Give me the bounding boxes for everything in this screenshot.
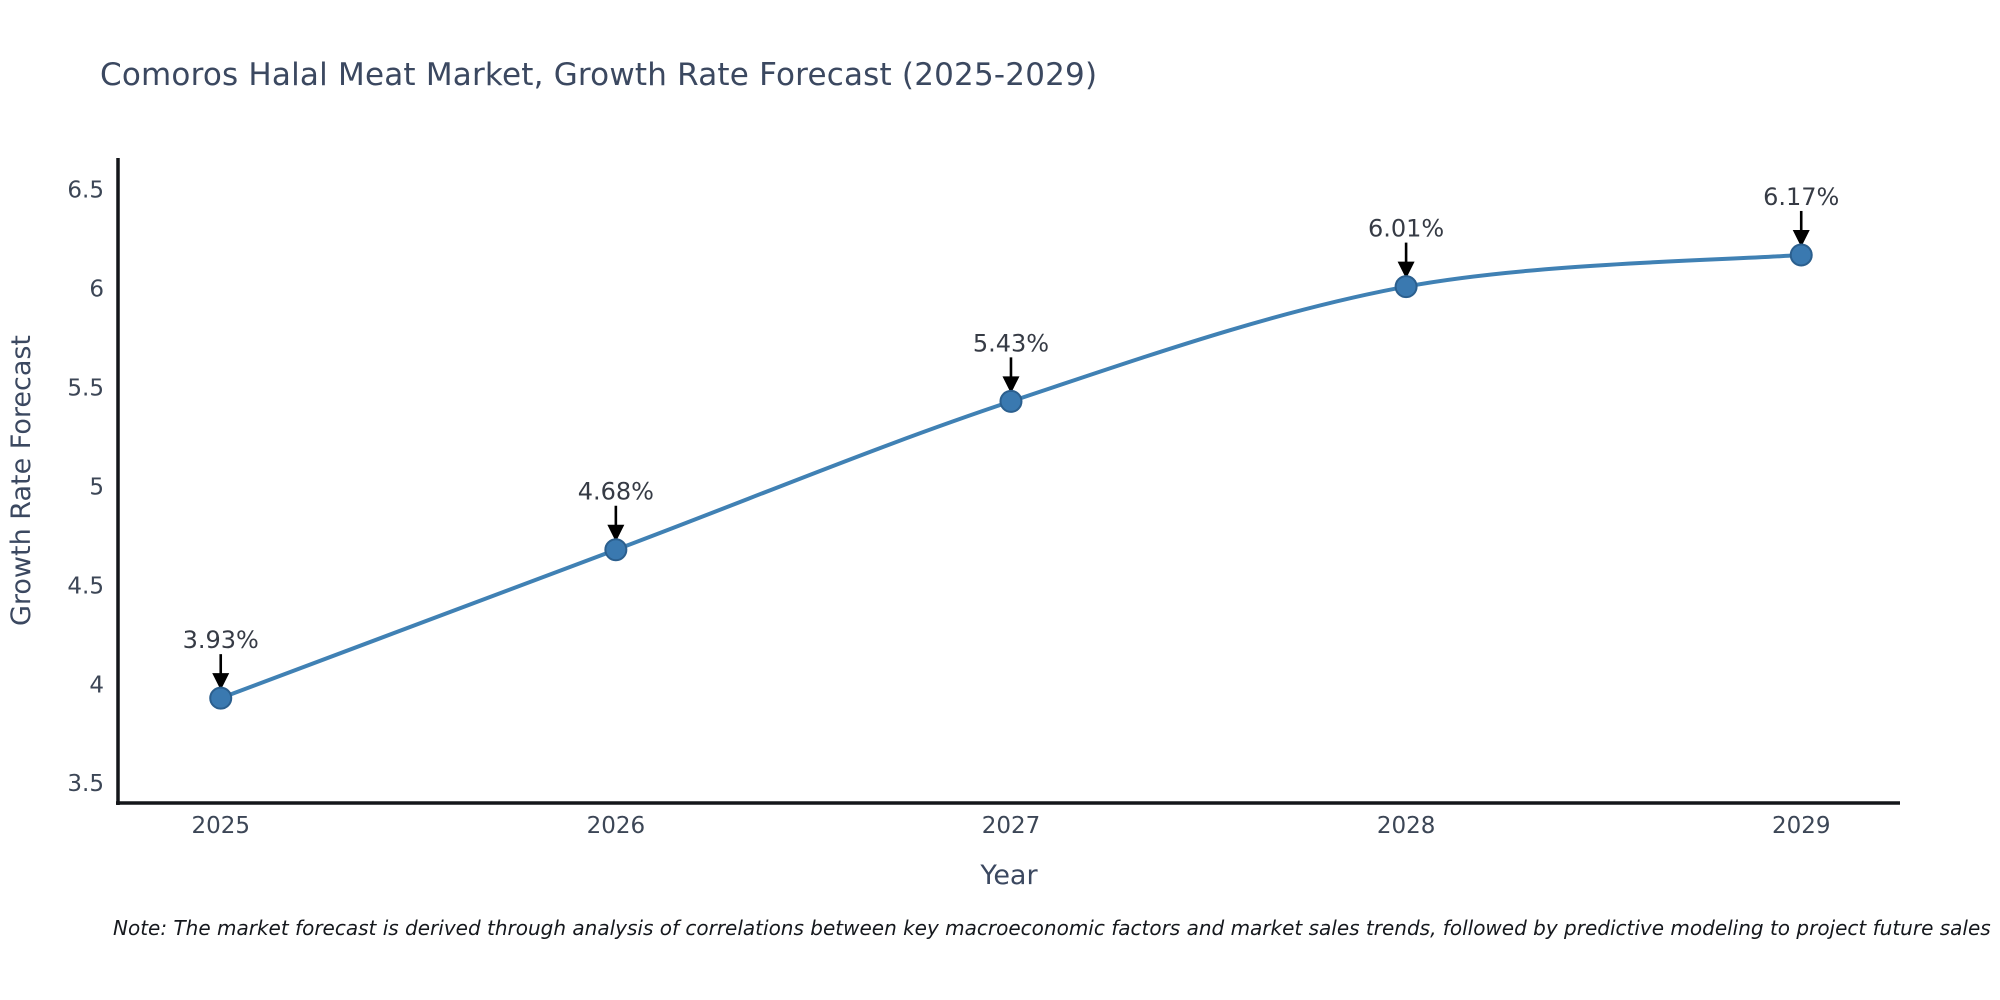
y-axis-title: Growth Rate Forecast	[6, 335, 37, 626]
y-tick-label: 6	[89, 277, 104, 303]
y-tick-label: 5.5	[67, 376, 104, 402]
data-point-label: 5.43%	[973, 329, 1049, 357]
data-point-label: 6.01%	[1368, 215, 1444, 243]
data-point-marker	[1789, 243, 1813, 267]
x-tick-label: 2028	[1377, 813, 1436, 839]
y-tick-label: 5	[89, 474, 104, 500]
data-point-marker	[1394, 275, 1418, 299]
series-line	[218, 252, 1804, 701]
data-point-label: 4.68%	[578, 478, 654, 506]
x-tick-label: 2029	[1772, 813, 1831, 839]
annotation-arrow-head	[212, 673, 230, 691]
y-tick-label: 4.5	[67, 573, 104, 599]
x-tick-label: 2025	[191, 813, 250, 839]
annotation-arrow-head	[1002, 376, 1020, 394]
x-tick-label: 2026	[587, 813, 646, 839]
x-axis-title: Year	[979, 860, 1038, 891]
data-point-marker	[604, 538, 628, 562]
data-point-label: 3.93%	[183, 626, 259, 654]
data-point-marker	[999, 389, 1023, 413]
y-tick-label: 4	[89, 672, 104, 698]
x-tick-label: 2027	[982, 813, 1041, 839]
chart-footnote: Note: The market forecast is derived thr…	[113, 916, 1991, 940]
chart-title: Comoros Halal Meat Market, Growth Rate F…	[100, 56, 1098, 93]
y-tick-label: 6.5	[67, 178, 104, 204]
data-point-marker	[209, 686, 233, 710]
annotation-arrow-head	[1397, 261, 1415, 279]
annotation-arrow-head	[1792, 229, 1810, 247]
annotation-arrow-head	[607, 524, 625, 542]
y-tick-label: 3.5	[67, 771, 104, 797]
data-point-label: 6.17%	[1763, 183, 1839, 211]
